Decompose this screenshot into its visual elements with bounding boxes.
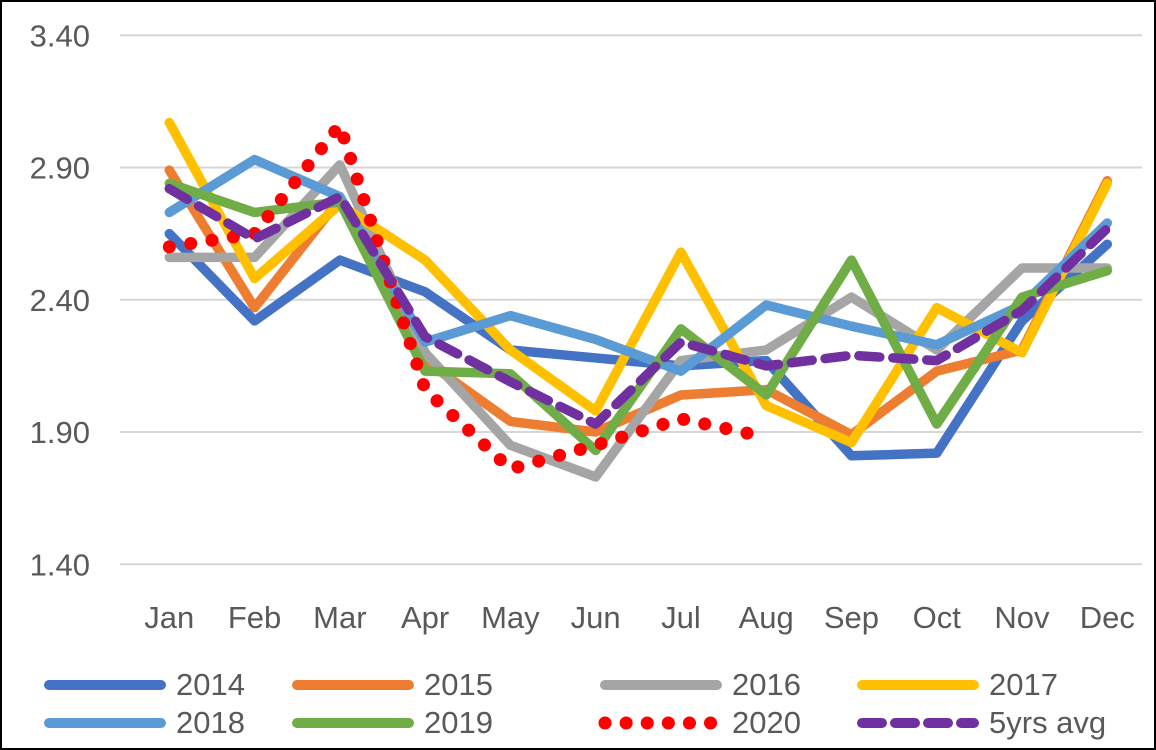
x-axis-tick-label: Feb [228, 600, 281, 635]
x-axis-labels: Jan Feb Mar Apr May Jun Jul Aug Sep Oct Nov Dec [144, 600, 1135, 635]
series-line-2017 [164, 117, 1113, 448]
x-axis-tick-label: Sep [824, 600, 879, 635]
series-line-2014 [164, 228, 1113, 461]
series-line-2018 [164, 154, 1113, 376]
y-axis-tick-label: 2.40 [30, 283, 90, 318]
gridlines: 3.40 2.90 2.40 1.90 1.40 [30, 18, 1142, 582]
y-axis-tick-label: 1.90 [30, 415, 90, 450]
x-axis-tick-label: Jul [661, 600, 701, 635]
x-axis-tick-label: Aug [739, 600, 794, 635]
y-axis-tick-label: 3.40 [30, 18, 90, 53]
x-axis-tick-label: Oct [913, 600, 962, 635]
y-axis-tick-label: 2.90 [30, 151, 90, 186]
x-axis-tick-label: Jan [144, 600, 194, 635]
x-axis-tick-label: May [481, 600, 540, 635]
x-axis-tick-label: Nov [994, 600, 1050, 635]
y-axis-tick-label: 1.40 [30, 547, 90, 582]
series-line-5yrs-avg [164, 183, 1113, 429]
x-axis-tick-label: Jun [571, 600, 621, 635]
series-line-2020 [162, 118, 773, 476]
x-axis-tick-label: Dec [1080, 600, 1135, 635]
x-axis-tick-label: Apr [401, 600, 449, 635]
x-axis-tick-label: Mar [313, 600, 366, 635]
